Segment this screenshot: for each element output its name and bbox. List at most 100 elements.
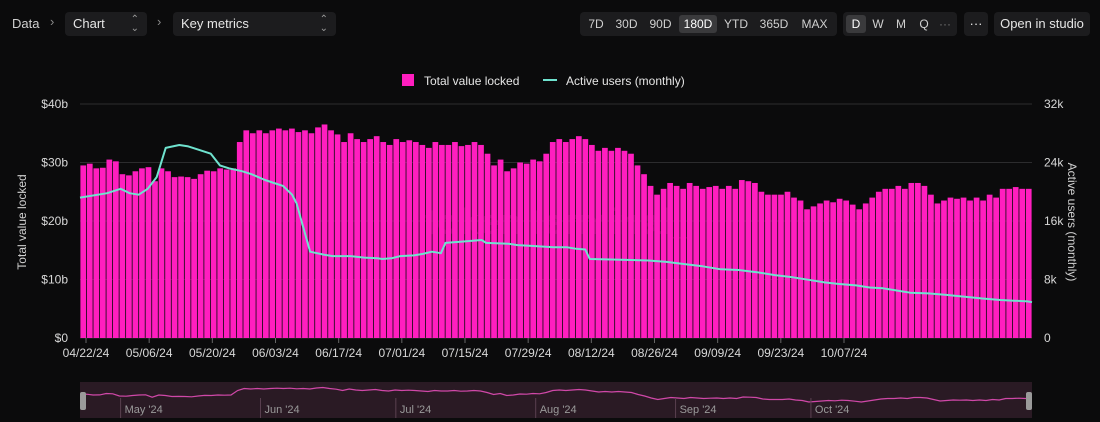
bar [230, 168, 237, 338]
x-tick-label: 09/09/24 [694, 346, 741, 360]
y-tick-label: $30b [41, 156, 68, 170]
bar [915, 182, 921, 338]
bar [882, 188, 889, 338]
x-tick-label: 06/17/24 [315, 346, 362, 360]
bar [380, 142, 387, 338]
navigator-label: Jun '24 [264, 404, 299, 416]
bars [80, 124, 1032, 339]
bar [321, 124, 328, 338]
bar [360, 142, 367, 338]
bar [113, 161, 119, 338]
x-tick-label: 08/26/24 [631, 346, 678, 360]
bar [399, 142, 406, 338]
x-tick-label: 08/12/24 [568, 346, 615, 360]
bar [686, 182, 693, 338]
range-ytd[interactable]: YTD [724, 17, 748, 31]
bar [875, 191, 882, 338]
bar [810, 206, 817, 339]
bar [386, 144, 393, 338]
chevron-right-icon: › [157, 14, 162, 29]
legend-label-tvl[interactable]: Total value locked [424, 74, 519, 88]
navigator-right-handle[interactable] [1026, 392, 1032, 410]
bar [752, 182, 758, 338]
range-90d[interactable]: 90D [649, 17, 672, 31]
bar [667, 182, 673, 338]
bar [106, 159, 113, 338]
breadcrumb-data[interactable]: Data [12, 16, 40, 31]
bar [660, 188, 667, 338]
navigator-left-handle[interactable] [80, 392, 86, 410]
chart-select-value: Chart [73, 16, 105, 31]
bar [947, 197, 954, 338]
bar [425, 147, 432, 339]
y-tick-label: $20b [41, 214, 68, 228]
range-navigator[interactable]: May '24 Jun '24 Jul '24 Aug '24 Sep '24 Oct '… [80, 382, 1032, 418]
x-tick-label: 05/20/24 [189, 346, 236, 360]
bar [993, 197, 999, 338]
range-max[interactable]: MAX [801, 17, 828, 31]
bar [693, 185, 700, 338]
bar [1019, 188, 1026, 338]
open-in-studio-button[interactable]: Open in studio [994, 12, 1090, 36]
granularity-selector: D W M Q ··· [843, 12, 957, 36]
bar [628, 153, 634, 338]
bar [93, 168, 100, 338]
bar [341, 142, 347, 338]
bar [830, 202, 836, 338]
range-30d[interactable]: 30D [615, 17, 638, 31]
bar [725, 185, 732, 338]
bar [347, 133, 354, 338]
bar [699, 188, 706, 338]
bar [204, 170, 211, 338]
bar [412, 142, 419, 338]
bar [249, 133, 256, 338]
bar [732, 188, 739, 338]
bar [901, 188, 908, 338]
bar [282, 130, 289, 338]
legend-label-users[interactable]: Active users (monthly) [566, 74, 685, 88]
metrics-select[interactable]: Key metrics ⌃ ⌄ [173, 12, 336, 36]
bar [621, 150, 628, 338]
bar [888, 188, 895, 338]
bar [406, 140, 413, 338]
bar [491, 165, 497, 338]
bar [184, 177, 191, 339]
bar [771, 194, 778, 338]
bar [308, 133, 315, 338]
bar [432, 142, 439, 338]
bar [223, 169, 230, 338]
bar [367, 139, 374, 338]
granularity-month[interactable]: M [896, 17, 906, 31]
bar [758, 191, 765, 338]
range-180d[interactable]: 180D [679, 15, 717, 33]
bar [654, 194, 660, 338]
x-tick-label: 07/29/24 [505, 346, 552, 360]
bar [523, 163, 530, 338]
granularity-more[interactable]: ··· [939, 17, 951, 31]
chart-select[interactable]: Chart ⌃ ⌄ [65, 12, 147, 36]
navigator-label: Oct '24 [815, 404, 850, 416]
range-7d[interactable]: 7D [588, 17, 604, 31]
granularity-day[interactable]: D [846, 15, 866, 33]
more-options-button[interactable]: ··· [964, 12, 988, 36]
bar [334, 134, 341, 338]
bar [647, 185, 654, 338]
bar [139, 168, 145, 338]
bar [608, 150, 615, 338]
navigator-label: Aug '24 [540, 404, 577, 416]
bar [862, 203, 869, 338]
y-axis-right: 0 8k 16k 24k 32k [1044, 97, 1064, 345]
granularity-quarter[interactable]: Q [919, 17, 929, 31]
bar [615, 147, 621, 339]
bar [419, 144, 426, 338]
bar [804, 209, 810, 338]
bar [954, 198, 960, 338]
active-users-line [79, 144, 1033, 304]
bar [484, 153, 491, 338]
bar [941, 200, 947, 338]
legend-swatch-tvl [402, 74, 414, 86]
granularity-week[interactable]: W [872, 17, 884, 31]
legend-swatch-users [543, 79, 557, 81]
bar [393, 139, 400, 338]
range-365d[interactable]: 365D [759, 17, 789, 31]
